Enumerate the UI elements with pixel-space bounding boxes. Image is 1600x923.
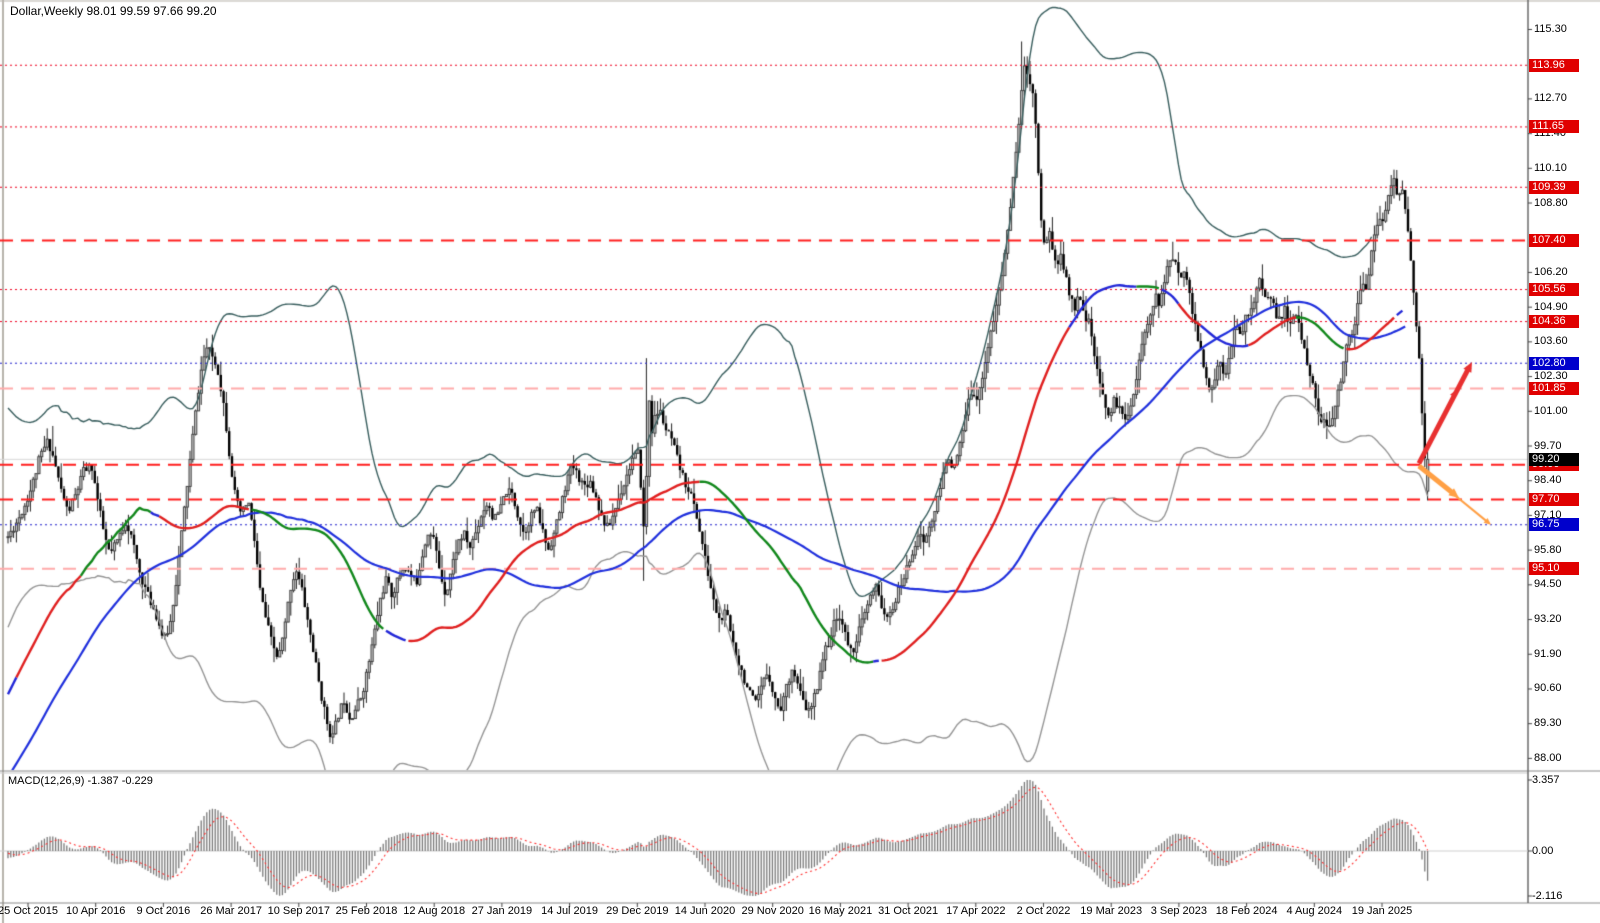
price-tick-label: 90.60 [1534,682,1562,695]
time-axis-label: 10 Apr 2016 [66,905,126,917]
price-level-label: 96.75 [1529,518,1579,532]
time-axis-label: 29 Nov 2020 [741,905,804,917]
time-axis-label: 4 Aug 2024 [1286,905,1343,917]
macd-max-label: 3.357 [1532,773,1560,786]
price-tick-label: 106.20 [1534,265,1568,278]
time-axis-label: 27 Jan 2019 [471,905,533,917]
time-axis-label: 3 Sep 2023 [1150,905,1208,917]
price-level-label: 95.10 [1529,562,1579,576]
price-tick-label: 94.50 [1534,578,1562,591]
time-axis-label: 31 Oct 2021 [878,905,939,917]
time-axis-label: 2 Oct 2022 [1016,905,1071,917]
time-axis-label: 16 May 2021 [808,905,873,917]
price-level-label: 97.70 [1529,492,1579,506]
price-tick-label: 115.30 [1534,22,1567,35]
price-level-label: 107.40 [1529,233,1579,247]
price-tick-label: 112.70 [1534,92,1567,105]
time-axis-label: 18 Feb 2024 [1215,905,1278,917]
price-tick-label: 99.70 [1534,439,1562,452]
price-level-label: 101.85 [1529,382,1579,396]
price-tick-label: 95.80 [1534,543,1562,556]
price-level-label: 102.80 [1529,356,1579,370]
price-tick-label: 97.10 [1534,508,1562,521]
price-tick-label: 103.60 [1534,335,1568,348]
price-level-label: 109.39 [1529,180,1579,194]
time-axis-label: 14 Jul 2019 [541,905,599,917]
price-tick-label: 88.00 [1534,751,1562,764]
price-level-label: 104.36 [1529,315,1579,329]
price-tick-label: 108.80 [1534,196,1568,209]
time-axis-label: 10 Sep 2017 [267,905,330,917]
price-tick-label: 104.90 [1534,300,1568,313]
time-axis-label: 14 Jun 2020 [674,905,736,917]
time-axis-label: 9 Oct 2016 [136,905,191,917]
current-price-label: 99.20 [1529,452,1579,466]
price-tick-label: 102.30 [1534,370,1568,383]
price-tick-label: 110.10 [1534,161,1567,174]
macd-indicator-label: MACD(12,26,9) -1.387 -0.229 [8,775,153,787]
time-axis-label: 26 Mar 2017 [200,905,262,917]
time-axis-label: 25 Feb 2018 [335,905,398,917]
price-level-label: 111.65 [1529,120,1579,134]
time-axis-label: 19 Mar 2023 [1080,905,1143,917]
macd-min-label: -2.116 [1532,889,1563,902]
time-axis-label: 12 Aug 2018 [403,905,466,917]
time-axis-label: 29 Dec 2019 [606,905,669,917]
time-axis-label: 17 Apr 2022 [946,905,1006,917]
price-level-label: 113.96 [1529,58,1579,72]
symbol-title: Dollar,Weekly 98.01 99.59 97.66 99.20 [10,4,217,18]
price-tick-label: 93.20 [1534,613,1562,626]
macd-zero-label: 0.00 [1532,844,1554,857]
time-axis-label: 25 Oct 2015 [0,905,58,917]
price-tick-label: 91.90 [1534,647,1562,660]
price-tick-label: 89.30 [1534,717,1562,730]
price-tick-label: 101.00 [1534,404,1568,417]
price-level-label: 105.56 [1529,283,1579,297]
time-axis-label: 19 Jan 2025 [1351,905,1413,917]
price-tick-label: 98.40 [1534,474,1562,487]
